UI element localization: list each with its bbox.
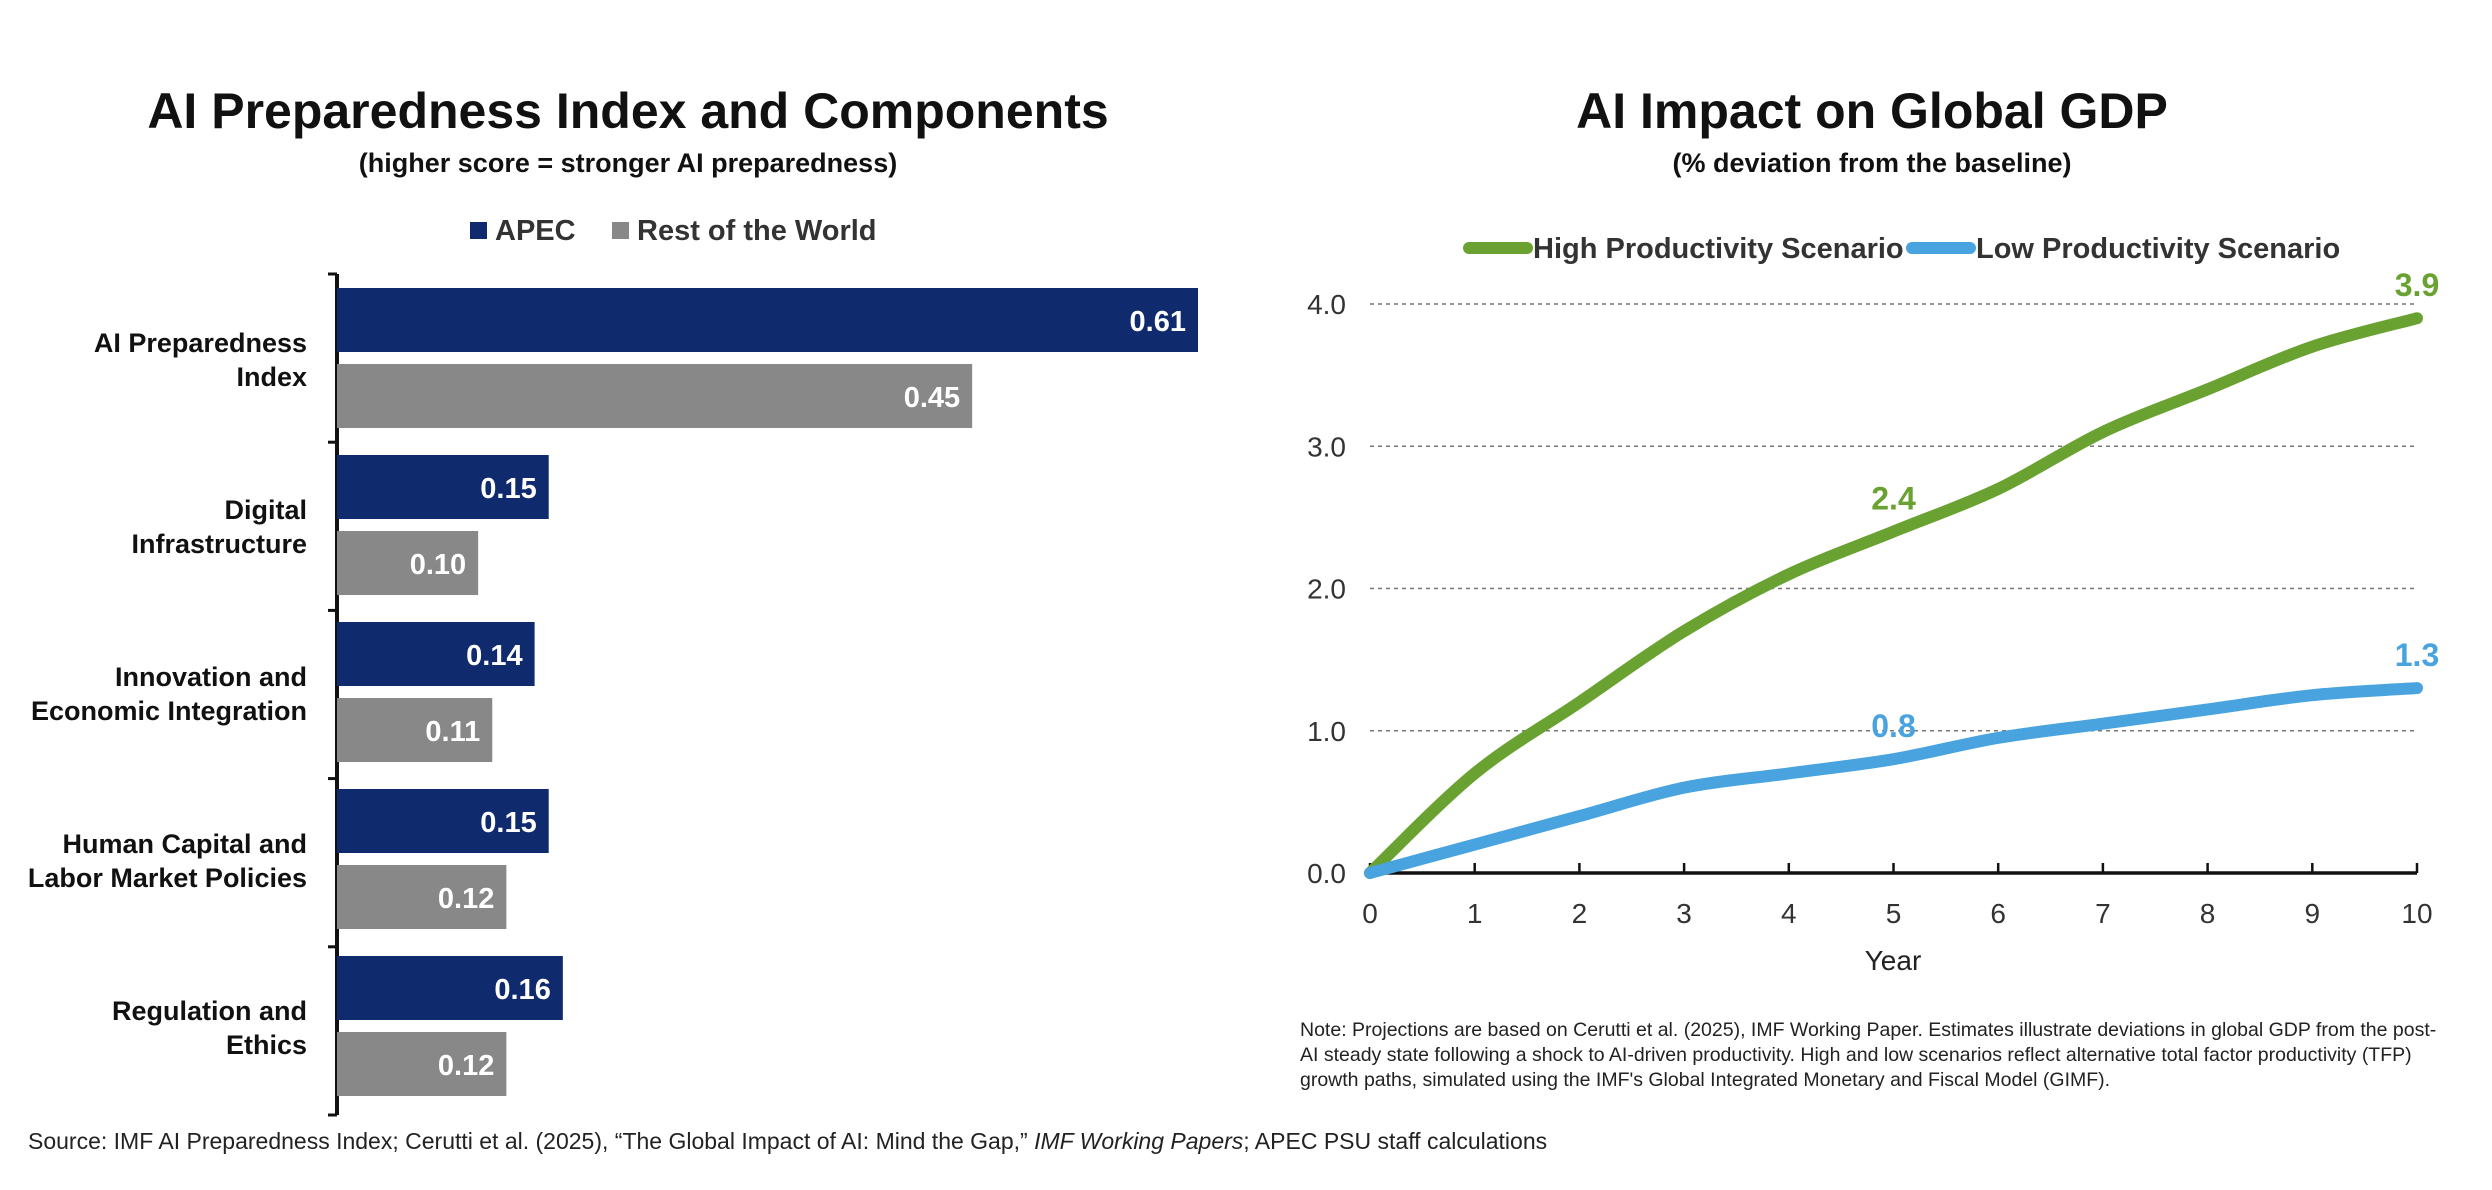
bar-value-label: 0.11 [425, 716, 480, 748]
source-text-end: ; APEC PSU staff calculations [1243, 1128, 1548, 1154]
bar-value-label: 0.15 [480, 473, 536, 505]
bar-value-label: 0.12 [438, 883, 494, 915]
bar-rest-of-world [337, 698, 493, 762]
category-label: Labor Market Policies [28, 863, 307, 893]
bar-value-label: 0.14 [466, 640, 522, 672]
legend-label: Low Productivity Scenario [1976, 233, 2340, 265]
bar-chart-marks: 0.61 0.45 0.15 0.10 0.14 0.11 0.15 0.12 0.16 0.12 [337, 288, 1198, 1096]
y-tick-label: 0.0 [1307, 858, 1346, 889]
bar-value-label: 0.16 [494, 974, 550, 1006]
line-chart-legend: High Productivity Scenario Low Productivi… [1463, 233, 2340, 265]
line-chart-title: AI Impact on Global GDP [1576, 83, 2168, 139]
line-chart: AI Impact on Global GDP (% deviation fro… [1307, 83, 2439, 976]
line-chart-xlabel: Year [1865, 945, 1922, 976]
bar-apec [337, 455, 549, 519]
legend-swatch-apec [470, 222, 487, 239]
bar-chart-axis [328, 272, 339, 1117]
bar-rest-of-world [337, 531, 479, 595]
x-tick-label: 3 [1676, 898, 1692, 929]
category-label: Digital [224, 495, 307, 525]
x-tick-label: 4 [1781, 898, 1797, 929]
x-tick-label: 6 [1990, 898, 2006, 929]
bar-apec [337, 622, 535, 686]
bar-chart: AI Preparedness Index and Components (hi… [28, 83, 1198, 1117]
legend-swatch-rest-of-world [612, 222, 629, 239]
data-label: 3.9 [2395, 267, 2439, 303]
y-tick-label: 4.0 [1307, 289, 1346, 320]
category-label: Infrastructure [131, 529, 307, 559]
line-chart-axis: 0.0 1.0 2.0 3.0 4.0 0 1 2 3 4 5 6 7 8 9 10 [1307, 289, 2433, 929]
bar-value-label: 0.10 [410, 549, 466, 581]
x-tick-label: 7 [2095, 898, 2111, 929]
legend-label-rest-of-world: Rest of the World [637, 215, 877, 247]
category-label: AI Preparedness [94, 328, 307, 358]
x-tick-label: 8 [2200, 898, 2216, 929]
category-label: Regulation and [112, 996, 307, 1026]
bar-value-label: 0.45 [904, 382, 960, 414]
line-chart-subtitle: (% deviation from the baseline) [1672, 148, 2071, 178]
low-productivity-line [1364, 682, 2423, 879]
y-tick-label: 2.0 [1307, 574, 1346, 605]
legend-label: High Productivity Scenario [1533, 233, 1904, 265]
bar-value-label: 0.12 [438, 1050, 494, 1082]
bar-chart-category-labels: AI Preparedness Index Digital Infrastructur… [28, 328, 307, 1060]
bar-chart-title: AI Preparedness Index and Components [147, 83, 1108, 139]
category-label: Index [236, 362, 307, 392]
chart-note: Note: Projections are based on Cerutti e… [1300, 1019, 2437, 1091]
y-tick-label: 1.0 [1307, 716, 1346, 747]
category-label: Economic Integration [31, 696, 307, 726]
x-tick-label: 10 [2401, 898, 2432, 929]
x-tick-label: 0 [1362, 898, 1378, 929]
x-tick-label: 1 [1467, 898, 1483, 929]
x-tick-label: 5 [1886, 898, 1902, 929]
bar-rest-of-world [337, 1032, 507, 1096]
data-label: 2.4 [1871, 481, 1916, 517]
bar-rest-of-world [337, 364, 973, 428]
line-chart-series: 2.4 3.9 0.8 1.3 [1364, 267, 2439, 879]
bar-chart-subtitle: (higher score = stronger AI preparedness… [359, 148, 897, 178]
data-label: 0.8 [1871, 708, 1915, 744]
category-label: Human Capital and [62, 829, 307, 859]
category-label: Ethics [226, 1030, 307, 1060]
high-productivity-line [1364, 312, 2423, 879]
source-publication: IMF Working Papers [1034, 1128, 1244, 1154]
line-chart-grid [1370, 303, 2417, 732]
x-tick-label: 9 [2305, 898, 2321, 929]
bar-value-label: 0.61 [1130, 306, 1186, 338]
source-text: Source: IMF AI Preparedness Index; Cerut… [28, 1128, 1035, 1154]
x-tick-label: 2 [1572, 898, 1588, 929]
data-label: 1.3 [2395, 637, 2439, 673]
bar-value-label: 0.15 [480, 807, 536, 839]
bar-rest-of-world [337, 865, 507, 929]
bar-apec [337, 789, 549, 853]
bar-apec [337, 956, 563, 1020]
category-label: Innovation and [115, 662, 307, 692]
legend-label-apec: APEC [495, 215, 576, 247]
y-tick-label: 3.0 [1307, 431, 1346, 462]
source-footnote: Source: IMF AI Preparedness Index; Cerut… [28, 1128, 1547, 1155]
bar-apec [337, 288, 1198, 352]
bar-chart-legend: APEC Rest of the World [470, 215, 877, 247]
